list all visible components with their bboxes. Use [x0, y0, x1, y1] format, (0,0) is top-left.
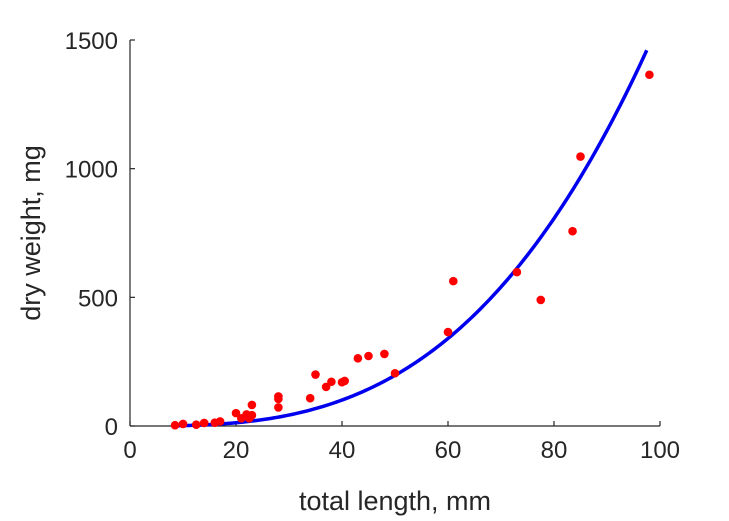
x-tick-label: 40 [329, 437, 356, 464]
y-tick-label: 500 [78, 285, 118, 312]
data-point [215, 417, 225, 426]
x-tick-label: 60 [435, 437, 462, 464]
x-ticks: 0 20 40 60 80 100 [123, 421, 680, 464]
x-tick-label: 20 [223, 437, 250, 464]
data-point [231, 408, 241, 418]
fit-curve-layer [172, 49, 649, 428]
data-point [645, 70, 654, 80]
x-tick-label: 100 [640, 437, 680, 464]
data-point [305, 393, 315, 403]
data-point [340, 376, 349, 386]
data-point [576, 152, 585, 161]
data-point [390, 368, 400, 378]
data-point [449, 276, 458, 286]
data-point [364, 351, 373, 361]
data-points-layer [170, 70, 654, 430]
data-point [247, 400, 257, 410]
fit-curve [172, 49, 649, 428]
data-point [512, 267, 522, 277]
y-ticks: 0 500 1000 1500 [65, 28, 135, 441]
data-point [178, 419, 188, 429]
x-tick-label: 80 [541, 437, 568, 464]
data-point [199, 418, 209, 428]
data-point [191, 420, 201, 430]
data-point [170, 420, 180, 430]
data-point [274, 392, 283, 401]
data-point [311, 370, 320, 379]
y-tick-label: 0 [105, 414, 118, 441]
axes [129, 40, 660, 427]
x-tick-label: 0 [123, 437, 136, 464]
x-axis-title: total length, mm [299, 486, 491, 516]
data-point [274, 403, 283, 412]
data-point [380, 349, 389, 359]
y-tick-label: 1000 [65, 157, 118, 184]
data-point [327, 377, 336, 387]
data-point [321, 382, 331, 392]
data-point [353, 354, 363, 363]
data-point [247, 410, 257, 420]
y-axis-title: dry weight, mg [16, 145, 46, 321]
data-point [536, 295, 546, 305]
data-point [443, 327, 453, 337]
data-point [568, 226, 577, 236]
y-tick-label: 1500 [65, 28, 118, 55]
